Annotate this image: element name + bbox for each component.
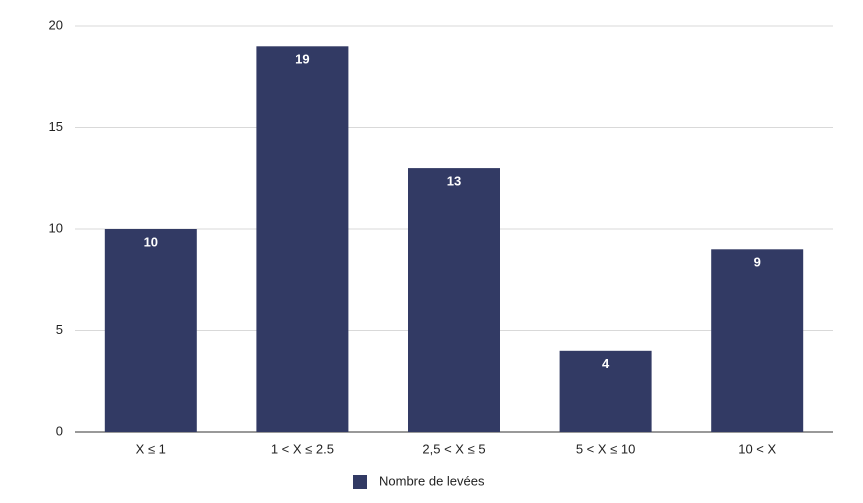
y-tick-label: 20 (49, 17, 63, 32)
bar (711, 249, 804, 432)
x-tick-label: 1 < X ≤ 2.5 (271, 441, 334, 456)
legend-label: Nombre de levées (379, 473, 485, 488)
bar (104, 229, 197, 432)
bar (256, 46, 349, 433)
x-tick-label: X ≤ 1 (136, 441, 166, 456)
value-label: 9 (754, 255, 761, 270)
value-label: 13 (447, 174, 461, 189)
bar (408, 168, 500, 432)
legend-swatch (353, 475, 367, 489)
y-tick-label: 5 (56, 322, 63, 337)
y-tick-label: 0 (56, 423, 63, 438)
bar (559, 350, 652, 432)
value-label: 4 (602, 356, 610, 371)
value-label: 10 (144, 234, 158, 249)
x-tick-label: 5 < X ≤ 10 (576, 441, 636, 456)
y-tick-label: 15 (49, 119, 63, 134)
x-tick-label: 10 < X (738, 441, 776, 456)
x-tick-label: 2,5 < X ≤ 5 (422, 441, 485, 456)
value-label: 19 (295, 52, 309, 67)
y-tick-label: 10 (49, 220, 63, 235)
